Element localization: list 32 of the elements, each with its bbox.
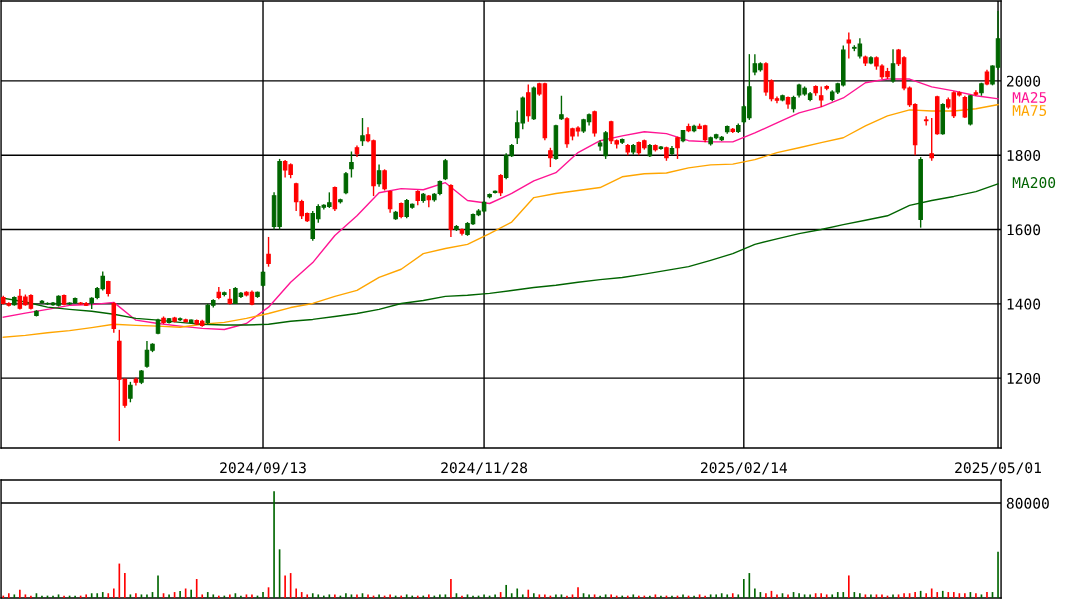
- y-tick-label: 1800: [1007, 149, 1041, 161]
- candlestick: [559, 95, 564, 121]
- candlestick: [332, 185, 338, 212]
- candlestick: [349, 150, 354, 179]
- candlestick: [360, 117, 365, 147]
- candlestick: [498, 173, 503, 197]
- candlestick: [548, 147, 553, 168]
- candlestick: [382, 168, 387, 192]
- x-tick-label: 2025/05/01: [955, 462, 1041, 475]
- y-tick-label: 80000: [1006, 497, 1049, 509]
- series-label: MA200: [1012, 177, 1056, 189]
- candlestick: [443, 158, 448, 181]
- candlestick: [592, 109, 597, 138]
- y-tick-label: 1600: [1007, 224, 1041, 236]
- candlestick: [266, 236, 271, 268]
- candlestick: [929, 117, 934, 162]
- x-tick-label: 2024/09/13: [220, 462, 306, 475]
- candlestick: [133, 376, 139, 387]
- candlestick: [890, 48, 896, 84]
- candlestick: [227, 288, 233, 306]
- x-tick-label: 2025/02/14: [701, 462, 788, 475]
- y-tick-label: 1400: [1007, 298, 1041, 310]
- series-label: MA75: [1012, 105, 1047, 116]
- y-tick-label: 2000: [1007, 75, 1041, 87]
- candlestick: [128, 381, 133, 403]
- x-tick-label: 2024/11/28: [441, 462, 528, 475]
- candlestick: [526, 83, 531, 123]
- candlestick: [923, 115, 929, 127]
- y-tick-label: 1200: [1007, 372, 1041, 384]
- candlestick: [846, 31, 852, 60]
- series-label: MA25: [1012, 91, 1047, 103]
- candlestick: [818, 85, 824, 108]
